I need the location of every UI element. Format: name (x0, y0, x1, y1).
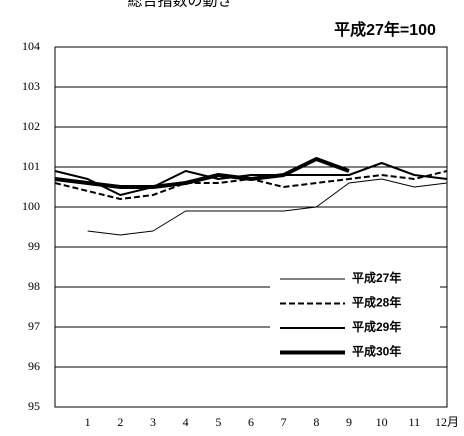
y-tick-label: 102 (22, 119, 40, 133)
series-line (87, 178, 448, 236)
legend-box (270, 268, 440, 364)
y-tick-label: 96 (28, 359, 40, 373)
x-tick-label: 11 (409, 415, 421, 429)
x-tick-label: 7 (281, 415, 287, 429)
y-tick-label: 103 (22, 79, 40, 93)
x-tick-label: 4 (183, 415, 189, 429)
x-tick-label: 1 (85, 415, 91, 429)
legend-label: 平成30年 (352, 344, 401, 359)
x-tick-label: 5 (215, 415, 221, 429)
x-tick-label: 2 (117, 415, 123, 429)
legend-label: 平成28年 (352, 295, 401, 310)
x-tick-label: 8 (313, 415, 319, 429)
series-line (54, 162, 448, 196)
x-tick-label: 10 (376, 415, 388, 429)
x-tick-label: 12月 (435, 415, 459, 429)
series-line (54, 157, 350, 189)
y-tick-label: 97 (28, 319, 40, 333)
legend-label: 平成29年 (352, 319, 401, 334)
chart-title: 総合指数の動き (127, 0, 232, 9)
legend-label: 平成27年 (352, 270, 401, 285)
x-tick-label: 3 (150, 415, 156, 429)
y-tick-label: 100 (22, 199, 40, 213)
chart-subtitle: 平成27年=100 (334, 20, 436, 39)
y-tick-label: 99 (28, 239, 40, 253)
y-tick-label: 95 (28, 399, 40, 413)
y-tick-label: 101 (22, 159, 40, 173)
x-tick-label: 6 (248, 415, 254, 429)
y-tick-label: 104 (22, 39, 40, 53)
x-tick-label: 9 (346, 415, 352, 429)
y-tick-label: 98 (28, 279, 40, 293)
